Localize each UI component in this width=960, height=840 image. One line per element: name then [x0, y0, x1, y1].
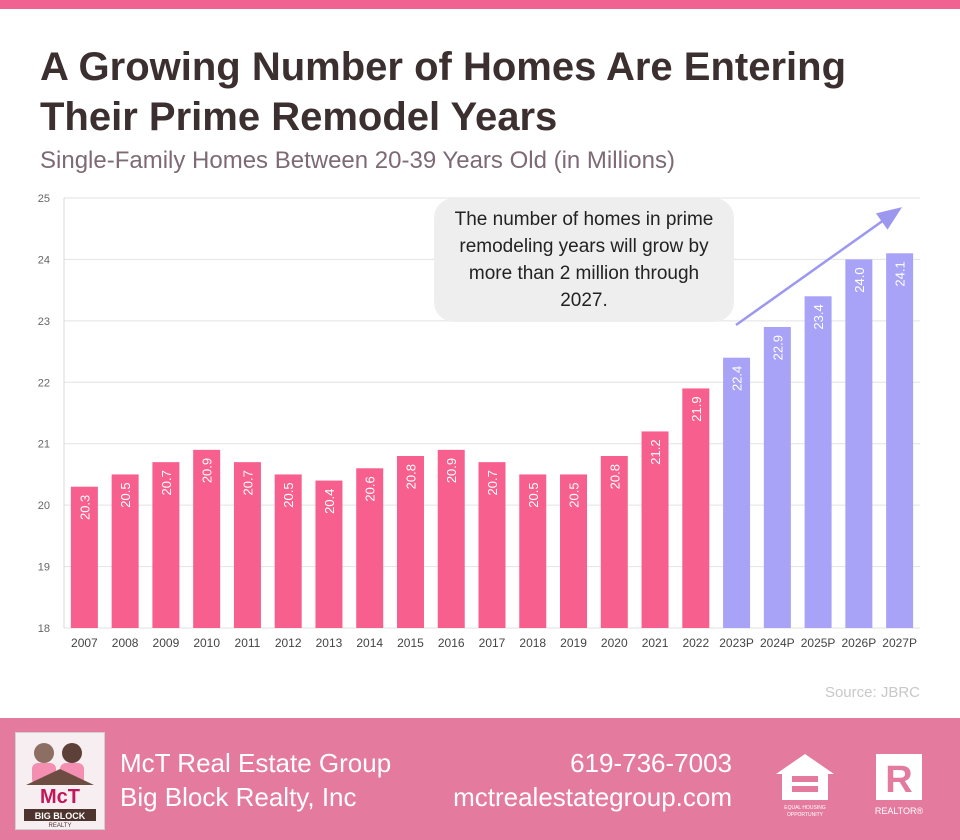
annotation-callout: The number of homes in prime remodeling … — [434, 198, 734, 322]
chart-subtitle: Single-Family Homes Between 20-39 Years … — [40, 147, 675, 174]
bar-value-label: 23.4 — [811, 304, 826, 329]
bar-value-label: 20.7 — [485, 470, 500, 495]
x-tick-label: 2010 — [193, 636, 220, 650]
bar — [396, 456, 424, 628]
bar-value-label: 20.5 — [526, 482, 541, 507]
bar-value-label: 22.9 — [770, 335, 785, 360]
y-tick-label: 25 — [38, 193, 50, 205]
x-tick-label: 2016 — [438, 636, 465, 650]
x-tick-label: 2021 — [642, 636, 669, 650]
brokerage-name: Big Block Realty, Inc — [120, 782, 357, 812]
x-tick-label: 2020 — [601, 636, 628, 650]
svg-text:OPPORTUNITY: OPPORTUNITY — [787, 812, 824, 818]
bar-value-label: 20.5 — [567, 482, 582, 507]
company-logo: McT BIG BLOCK REALTY — [15, 732, 105, 830]
x-tick-label: 2024P — [760, 636, 795, 650]
bar-projected — [845, 259, 873, 628]
contact-info: 619-736-7003 mctrealestategroup.com — [453, 746, 732, 814]
x-tick-label: 2022 — [682, 636, 709, 650]
svg-text:R: R — [885, 759, 912, 801]
bar-value-label: 24.1 — [893, 261, 908, 286]
bar-projected — [804, 296, 832, 628]
svg-text:REALTOR®: REALTOR® — [875, 806, 924, 816]
bar-value-label: 21.2 — [648, 439, 663, 464]
website-link: mctrealestategroup.com — [453, 782, 732, 812]
y-tick-label: 18 — [38, 623, 50, 635]
x-tick-label: 2025P — [801, 636, 836, 650]
bar-value-label: 24.0 — [852, 267, 867, 292]
bar-value-label: 20.3 — [77, 495, 92, 520]
bar-value-label: 20.7 — [240, 470, 255, 495]
bar-value-label: 20.6 — [363, 476, 378, 501]
y-tick-label: 23 — [38, 316, 50, 328]
bar — [600, 456, 628, 628]
bar — [356, 468, 384, 628]
realtor-icon: R REALTOR® — [875, 754, 924, 816]
y-tick-label: 19 — [38, 562, 50, 574]
logo-realty-text: REALTY — [49, 823, 72, 829]
chart-title: A Growing Number of Homes Are Entering T… — [40, 45, 846, 139]
bar — [682, 388, 710, 628]
bar — [560, 474, 588, 628]
x-tick-label: 2013 — [316, 636, 343, 650]
bar — [478, 462, 506, 628]
y-tick-label: 20 — [38, 500, 50, 512]
bar-value-label: 21.9 — [689, 396, 704, 421]
bar-value-label: 20.8 — [607, 464, 622, 489]
top-accent-bar — [0, 0, 960, 9]
y-tick-label: 21 — [38, 439, 50, 451]
bar — [233, 462, 261, 628]
company-info: McT Real Estate Group Big Block Realty, … — [120, 746, 391, 814]
bar — [519, 474, 547, 628]
bar-projected — [763, 327, 791, 628]
company-name: McT Real Estate Group — [120, 748, 392, 778]
bar-value-label: 20.9 — [200, 458, 215, 483]
bar-projected — [886, 253, 914, 628]
bar — [315, 480, 343, 628]
x-tick-label: 2026P — [842, 636, 877, 650]
logo-mct-text: McT — [40, 786, 80, 808]
x-tick-label: 2007 — [71, 636, 98, 650]
x-tick-label: 2017 — [479, 636, 506, 650]
bar-value-label: 22.4 — [730, 366, 745, 391]
svg-text:EQUAL HOUSING: EQUAL HOUSING — [784, 805, 826, 811]
footer-banner: McT BIG BLOCK REALTY McT Real Estate Gro… — [0, 718, 960, 840]
x-tick-label: 2027P — [882, 636, 917, 650]
bar-value-label: 20.5 — [118, 482, 133, 507]
x-tick-label: 2014 — [356, 636, 383, 650]
bar-value-label: 20.7 — [159, 470, 174, 495]
bar-value-label: 20.5 — [281, 482, 296, 507]
bar-value-label: 20.8 — [403, 464, 418, 489]
bar — [111, 474, 139, 628]
x-tick-label: 2018 — [519, 636, 546, 650]
bar — [437, 449, 465, 628]
logo-bigblock-text: BIG BLOCK — [35, 811, 86, 821]
x-tick-label: 2008 — [112, 636, 139, 650]
phone-number: 619-736-7003 — [570, 748, 732, 778]
x-tick-label: 2015 — [397, 636, 424, 650]
x-tick-label: 2011 — [235, 636, 261, 650]
source-note: Source: JBRC — [824, 684, 920, 701]
trend-arrow-icon — [735, 207, 903, 327]
y-tick-label: 22 — [38, 377, 50, 389]
x-tick-label: 2019 — [560, 636, 587, 650]
bar-projected — [723, 357, 751, 628]
bar — [193, 449, 221, 628]
x-tick-label: 2023P — [719, 636, 754, 650]
x-tick-label: 2012 — [275, 636, 302, 650]
bar — [70, 486, 98, 628]
bar-value-label: 20.9 — [444, 458, 459, 483]
bar — [274, 474, 302, 628]
x-tick-label: 2009 — [153, 636, 180, 650]
equal-housing-icon: EQUAL HOUSING OPPORTUNITY — [776, 754, 834, 818]
bar — [152, 462, 180, 628]
y-tick-label: 24 — [38, 254, 50, 266]
bar-value-label: 20.4 — [322, 489, 337, 514]
bar — [641, 431, 669, 628]
